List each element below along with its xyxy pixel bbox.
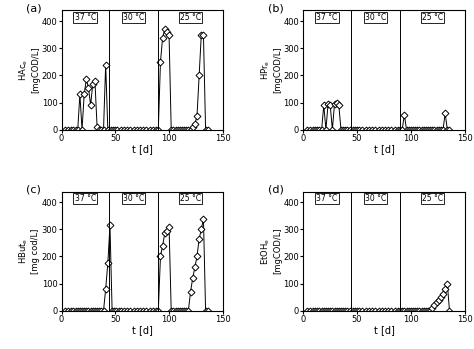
- Y-axis label: $\mathregular{HAc_e}$
[mgCOD/L]: $\mathregular{HAc_e}$ [mgCOD/L]: [17, 47, 40, 93]
- Text: 37 °C: 37 °C: [74, 194, 96, 203]
- Text: 37 °C: 37 °C: [316, 13, 337, 22]
- Text: 25 °C: 25 °C: [422, 194, 443, 203]
- Text: 30 °C: 30 °C: [123, 194, 144, 203]
- X-axis label: t [d]: t [d]: [132, 144, 153, 154]
- X-axis label: t [d]: t [d]: [132, 325, 153, 335]
- Text: 25 °C: 25 °C: [422, 13, 443, 22]
- Text: (c): (c): [26, 184, 41, 194]
- Text: (b): (b): [268, 3, 283, 13]
- Text: (a): (a): [26, 3, 42, 13]
- Text: 25 °C: 25 °C: [180, 13, 201, 22]
- X-axis label: t [d]: t [d]: [374, 325, 394, 335]
- Y-axis label: $\mathregular{HBut_e}$
[mg cod/L]: $\mathregular{HBut_e}$ [mg cod/L]: [17, 228, 40, 274]
- Y-axis label: $\mathregular{HPr_e}$
[mgCOD/L]: $\mathregular{HPr_e}$ [mgCOD/L]: [259, 47, 282, 93]
- Text: 37 °C: 37 °C: [74, 13, 96, 22]
- X-axis label: t [d]: t [d]: [374, 144, 394, 154]
- Text: (d): (d): [268, 184, 284, 194]
- Text: 30 °C: 30 °C: [365, 13, 386, 22]
- Text: 37 °C: 37 °C: [316, 194, 337, 203]
- Text: 30 °C: 30 °C: [365, 194, 386, 203]
- Text: 30 °C: 30 °C: [123, 13, 144, 22]
- Text: 25 °C: 25 °C: [180, 194, 201, 203]
- Y-axis label: $\mathregular{EtOH_e}$
[mgCOD/L]: $\mathregular{EtOH_e}$ [mgCOD/L]: [259, 228, 282, 274]
